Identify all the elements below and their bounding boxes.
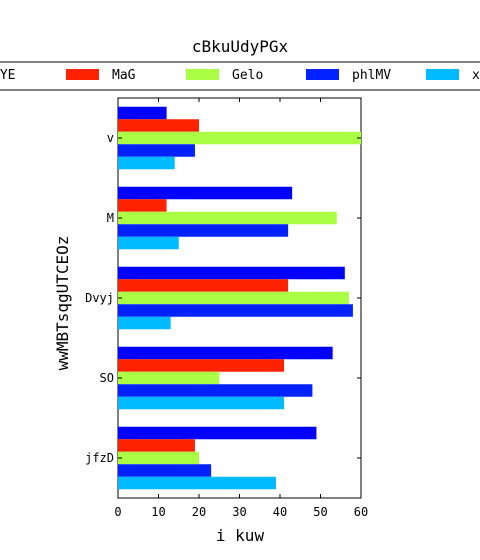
legend-swatch-Gelo (186, 69, 219, 80)
bar-SO-Gelo (118, 371, 220, 385)
bar-M-phlMV (118, 224, 289, 237)
bar-jfzD-x (118, 476, 276, 490)
y-tick-label-M: M (107, 211, 114, 225)
bar-SO-MaG (118, 359, 285, 372)
x-tick-label-10: 10 (151, 505, 165, 519)
bar-M-Gelo (118, 211, 337, 225)
bar-M-x (118, 236, 179, 250)
bar-v-fYE (118, 106, 167, 120)
y-tick-label-jfzD: jfzD (85, 451, 114, 465)
bar-M-fYE (118, 186, 293, 200)
x-axis-label: i kuw (216, 526, 265, 545)
bar-jfzD-phlMV (118, 464, 212, 477)
bars (118, 106, 361, 490)
bar-v-x (118, 156, 175, 170)
legend-label-x: x (472, 68, 480, 83)
bar-SO-x (118, 396, 285, 410)
bar-SO-fYE (118, 346, 333, 360)
x-tick-label-60: 60 (354, 505, 368, 519)
legend-label-phlMV: phlMV (352, 68, 391, 83)
legend-label-fYE: fYE (0, 68, 15, 83)
legend-label-MaG: MaG (112, 68, 136, 83)
legend-swatch-x (426, 69, 459, 80)
bar-Dvyj-Gelo (118, 291, 349, 305)
bar-jfzD-MaG (118, 439, 195, 452)
y-axis-label: wwMBTsqgUTCEOz (53, 236, 72, 371)
chart-title: cBkuUdyPGx (192, 37, 289, 56)
x-tick-label-0: 0 (114, 505, 121, 519)
bar-Dvyj-fYE (118, 266, 345, 280)
bar-v-phlMV (118, 144, 195, 157)
x-tick-label-20: 20 (192, 505, 206, 519)
y-tick-label-v: v (107, 131, 114, 145)
bar-jfzD-fYE (118, 426, 317, 440)
y-tick-label-Dvyj: Dvyj (85, 291, 114, 305)
bar-v-MaG (118, 119, 199, 132)
bar-Dvyj-x (118, 316, 171, 330)
y-axis-ticks: v M Dvyj SO jfzD (85, 131, 361, 465)
bar-v-Gelo (118, 131, 361, 145)
bar-Dvyj-MaG (118, 279, 289, 292)
bar-SO-phlMV (118, 384, 313, 397)
bar-jfzD-Gelo (118, 451, 199, 465)
x-axis-ticks: 0 10 20 30 40 50 60 (114, 98, 368, 519)
legend: fYE MaG Gelo phlMV x (0, 61, 480, 91)
legend-swatch-MaG (66, 69, 99, 80)
legend-label-Gelo: Gelo (232, 68, 263, 83)
bar-M-MaG (118, 199, 167, 212)
x-tick-label-40: 40 (273, 505, 287, 519)
bar-Dvyj-phlMV (118, 304, 353, 317)
legend-swatch-phlMV (306, 69, 339, 80)
x-tick-label-50: 50 (313, 505, 327, 519)
y-tick-label-SO: SO (100, 371, 114, 385)
x-tick-label-30: 30 (232, 505, 246, 519)
